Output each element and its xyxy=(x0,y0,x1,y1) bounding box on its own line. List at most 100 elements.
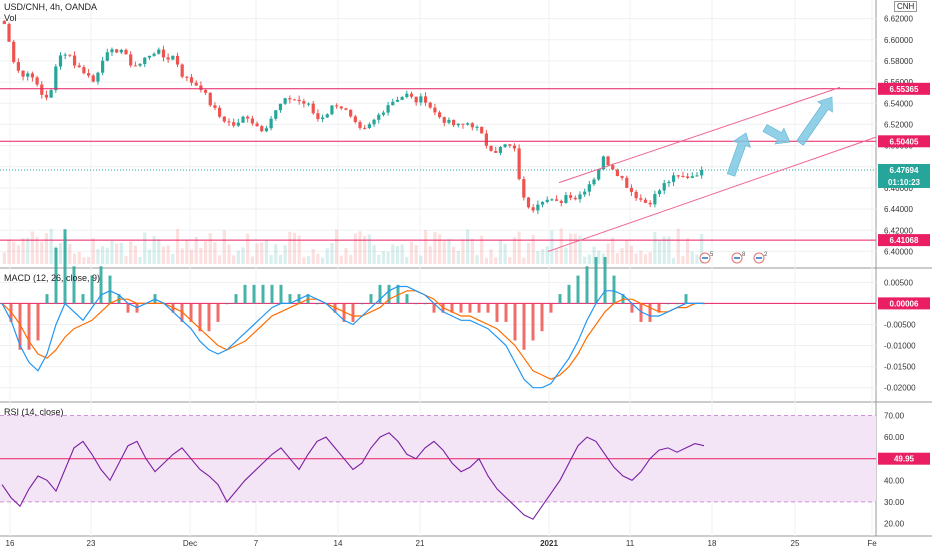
macd-histogram-bar xyxy=(531,303,535,341)
volume-bar xyxy=(344,248,348,264)
volume-bar xyxy=(133,245,137,264)
macd-histogram-bar xyxy=(378,284,382,304)
candle-body xyxy=(395,99,400,102)
candle-body xyxy=(86,73,91,76)
candle-body xyxy=(592,179,596,185)
macd-histogram-bar xyxy=(243,284,247,304)
support-tag: 6.41068 xyxy=(890,236,919,245)
candle-body xyxy=(91,75,95,82)
volume-bar xyxy=(236,250,240,264)
volume-bar xyxy=(409,241,414,264)
volume-bar xyxy=(615,253,620,264)
volume-bar xyxy=(559,228,563,264)
volume-bar xyxy=(274,244,278,264)
candle-body xyxy=(484,133,488,146)
macd-histogram-bar xyxy=(666,303,670,305)
volume-bar xyxy=(194,236,198,264)
volume-bar xyxy=(377,254,381,264)
candle-body xyxy=(194,82,198,86)
candle-body xyxy=(302,101,306,104)
volume-bar xyxy=(662,236,666,264)
candle-body xyxy=(456,123,460,126)
volume-bar xyxy=(316,253,320,264)
candle-body xyxy=(40,84,44,95)
macd-histogram-bar xyxy=(504,303,508,322)
volume-bar xyxy=(119,242,123,264)
candle-body xyxy=(119,49,123,53)
candle-body xyxy=(58,55,63,67)
volume-bar xyxy=(175,229,180,264)
price-tick-label: 6.40000 xyxy=(884,247,913,256)
candle-body xyxy=(433,107,437,113)
macd-histogram-bar xyxy=(630,303,634,313)
candle-body xyxy=(30,73,35,78)
volume-bar xyxy=(115,243,119,264)
candle-body xyxy=(386,105,390,113)
time-axis: 16 23 Dec 7 14 21 2021 11 18 25 Fe xyxy=(6,539,878,548)
candle-body xyxy=(180,64,184,77)
candle-body xyxy=(540,201,545,205)
volume-bar xyxy=(16,245,20,264)
volume-bar xyxy=(442,240,446,264)
candle-body xyxy=(372,119,376,125)
candle-body xyxy=(639,198,643,200)
macd-histogram-bar xyxy=(342,303,346,322)
macd-histogram-bar xyxy=(405,294,409,304)
volume-bar xyxy=(166,245,170,264)
candle-body xyxy=(569,195,573,198)
volume-bar xyxy=(152,236,156,264)
volume-bar xyxy=(466,229,470,264)
volume-bar xyxy=(311,249,315,264)
macd-series xyxy=(0,229,876,389)
volume-bar xyxy=(512,237,517,264)
candle-body xyxy=(583,191,587,195)
macd-histogram-bar xyxy=(684,294,688,304)
candle-body xyxy=(475,126,479,128)
volume-bar xyxy=(372,245,376,264)
candle-body xyxy=(358,122,362,128)
volume-bar xyxy=(498,239,503,264)
macd-histogram-bar xyxy=(90,275,94,304)
volume-bar xyxy=(227,244,231,264)
candle-body xyxy=(330,105,334,115)
candle-body xyxy=(400,97,404,100)
macd-histogram-bar xyxy=(423,303,427,305)
volume-bar xyxy=(86,256,91,264)
volume-bar xyxy=(232,255,236,264)
volume-bar xyxy=(26,237,30,264)
time-tick-label: 23 xyxy=(87,539,96,548)
volume-bar xyxy=(423,230,428,264)
candle-body xyxy=(138,63,142,66)
signal-line xyxy=(1,290,704,380)
candle-body xyxy=(531,207,535,211)
time-tick-label: 16 xyxy=(6,539,15,548)
volume-bar xyxy=(72,253,77,264)
candle-body xyxy=(222,116,226,122)
volume-bar xyxy=(676,228,680,264)
volume-bar xyxy=(456,250,460,264)
candle-body xyxy=(147,55,152,58)
candle-body xyxy=(405,93,409,98)
macd-histogram-bar xyxy=(396,284,400,304)
volume-bar xyxy=(583,256,587,264)
volume-bar xyxy=(597,250,601,264)
macd-histogram-bar xyxy=(594,257,598,304)
candle-body xyxy=(227,121,231,123)
volume-bar xyxy=(508,257,512,264)
macd-histogram-bar xyxy=(270,284,274,304)
candle-body xyxy=(218,107,222,117)
volume-bar xyxy=(306,256,311,264)
volume-bar xyxy=(489,249,493,264)
macd-value-tag-bg xyxy=(878,297,930,310)
macd-tick-label: -0.00500 xyxy=(884,320,916,329)
macd-histogram-bar xyxy=(288,294,292,304)
forecast-arrows xyxy=(726,96,833,177)
candle-body xyxy=(620,176,624,178)
macd-histogram-bar xyxy=(63,229,67,304)
volume-bar xyxy=(124,256,128,264)
macd-histogram-bar xyxy=(54,247,58,304)
volume-bar xyxy=(653,231,657,264)
volume-bar xyxy=(161,246,166,264)
volume-bar xyxy=(517,231,521,264)
